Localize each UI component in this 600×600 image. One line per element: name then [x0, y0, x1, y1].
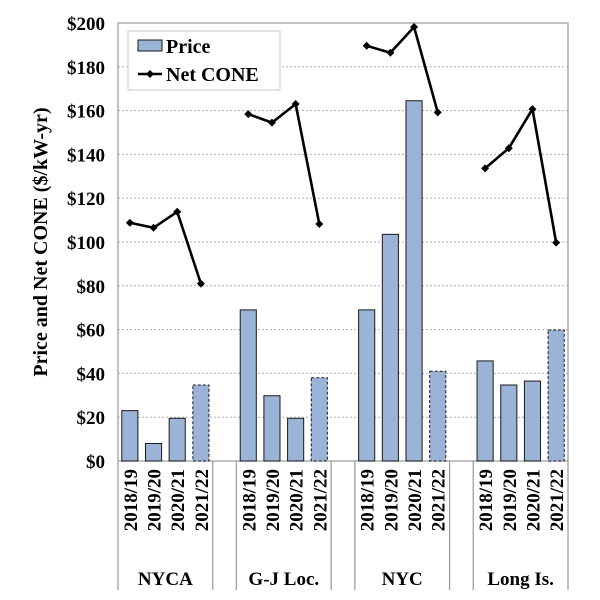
price-bar — [381, 233, 399, 462]
x-tick-label: 2019/20 — [145, 469, 166, 531]
price-bar — [144, 442, 163, 462]
x-tick-label: 2021/22 — [547, 469, 568, 531]
x-tick-label: 2019/20 — [381, 469, 402, 531]
y-tick-label: $200 — [67, 14, 105, 35]
y-tick-label: $180 — [67, 58, 105, 79]
y-tick-label: $120 — [67, 189, 105, 210]
y-tick-label: $0 — [86, 452, 105, 473]
price-bar — [500, 384, 518, 462]
net-cone-marker — [433, 108, 442, 117]
y-tick-label: $80 — [77, 277, 106, 298]
net-cone-line — [484, 105, 558, 243]
legend-price-label: Price — [166, 36, 211, 58]
net-cone-marker — [528, 105, 537, 114]
x-tick-label: 2020/21 — [523, 469, 544, 531]
group-label: Long Is. — [487, 569, 554, 590]
net-cone-marker — [173, 207, 182, 216]
price-bar — [121, 410, 139, 462]
legend-net-cone-label: Net CONE — [166, 64, 259, 86]
y-tick-label: $160 — [67, 102, 105, 123]
x-tick-label: 2021/22 — [429, 469, 450, 531]
x-tick-label: 2019/20 — [500, 469, 521, 531]
price-bar — [239, 309, 257, 462]
net-cone-line — [366, 24, 439, 113]
group-label: G-J Loc. — [248, 569, 319, 590]
price-bar — [192, 384, 210, 462]
group-label: NYCA — [138, 569, 193, 590]
price-bar — [405, 100, 423, 462]
y-tick-label: $40 — [77, 364, 106, 385]
x-tick-label: 2020/21 — [405, 469, 426, 531]
price-bar — [476, 360, 494, 462]
legend-price-swatch — [137, 39, 163, 52]
net-cone-marker — [315, 220, 324, 229]
x-tick-label: 2020/21 — [287, 469, 308, 531]
price-bar — [287, 417, 305, 462]
net-cone-marker — [481, 164, 490, 173]
net-cone-line — [129, 209, 203, 285]
x-tick-label: 2021/22 — [192, 469, 213, 531]
y-tick-label: $140 — [67, 145, 105, 166]
y-tick-label: $100 — [67, 233, 105, 254]
net-cone-marker — [362, 41, 371, 50]
price-bar — [168, 417, 186, 462]
net-cone-marker — [196, 279, 205, 288]
plot-area — [117, 22, 569, 462]
x-tick-label: 2019/20 — [263, 469, 284, 531]
net-cone-marker — [267, 118, 276, 127]
net-cone-marker — [504, 144, 513, 153]
price-bar — [263, 395, 281, 462]
price-bar — [358, 309, 376, 462]
net-cone-marker — [552, 238, 561, 247]
net-cone-marker — [125, 218, 134, 227]
legend-net-cone-marker — [146, 70, 154, 78]
group-label: NYC — [382, 569, 423, 590]
x-tick-label: 2018/19 — [358, 469, 379, 531]
y-tick-label: $60 — [77, 321, 106, 342]
net-cone-marker — [410, 22, 419, 31]
x-tick-label: 2018/19 — [121, 469, 142, 531]
net-cone-marker — [244, 110, 253, 119]
x-tick-label: 2018/19 — [239, 469, 260, 531]
y-tick-label: $20 — [77, 408, 106, 429]
net-cone-line — [247, 101, 321, 225]
y-axis-label: Price and Net CONE ($/kW-yr) — [30, 107, 52, 376]
x-tick-label: 2021/22 — [310, 469, 331, 531]
net-cone-marker — [291, 100, 300, 109]
price-bar — [429, 370, 447, 462]
x-tick-label: 2018/19 — [476, 469, 497, 531]
x-tick-label: 2020/21 — [168, 469, 189, 531]
net-cone-marker — [386, 48, 395, 57]
net-cone-marker — [149, 223, 158, 232]
price-bar — [547, 329, 565, 462]
price-bar — [310, 377, 328, 462]
price-bar — [523, 380, 542, 462]
